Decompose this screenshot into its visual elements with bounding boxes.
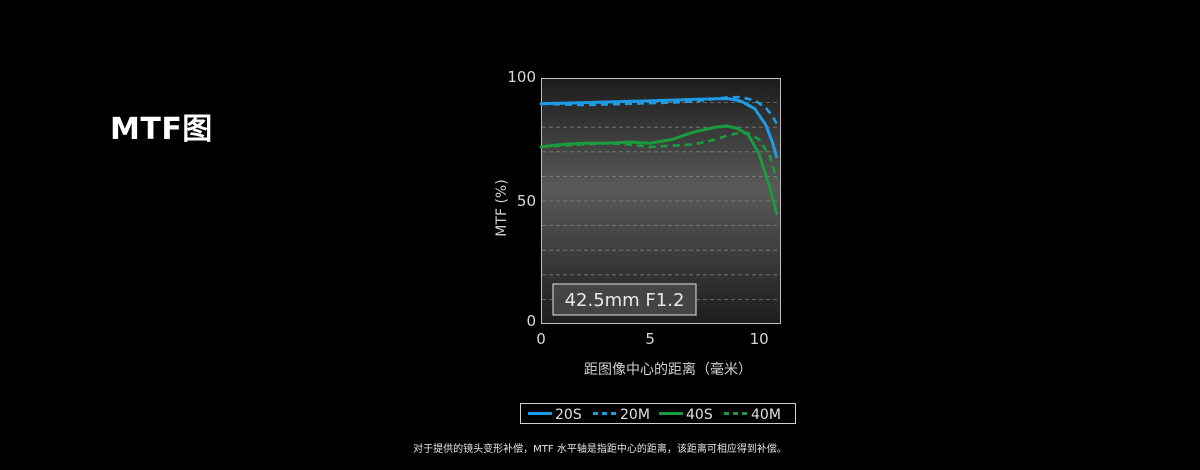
y-tick-label: 0: [526, 312, 536, 330]
x-axis-title: 距图像中心的距离（毫米）: [584, 361, 752, 378]
page-title: MTF图: [110, 112, 213, 147]
x-tick-label: 5: [645, 330, 655, 348]
x-tick-label: 10: [750, 330, 769, 348]
legend-label-20s: 20S: [555, 407, 582, 423]
lens-label-box: [552, 283, 697, 316]
y-axis-title: MTF (%): [494, 179, 510, 236]
legend-label-20m: 20M: [620, 407, 650, 423]
footnote: 对于提供的镜头变形补偿，MTF 水平轴是指距中心的距离，该距离可相应得到补偿。: [413, 444, 787, 455]
y-tick-label: 50: [517, 192, 536, 210]
legend-box: [520, 403, 796, 424]
series-line-40s: [539, 124, 779, 215]
x-tick-label: 0: [536, 330, 546, 348]
legend-label-40s: 40S: [686, 407, 713, 423]
legend-label-40m: 40M: [751, 407, 781, 423]
lens-label: 42.5mm F1.2: [565, 290, 685, 311]
plot-frame: [541, 78, 781, 324]
y-tick-label: 100: [507, 68, 536, 86]
series-line-20s: [539, 97, 779, 159]
